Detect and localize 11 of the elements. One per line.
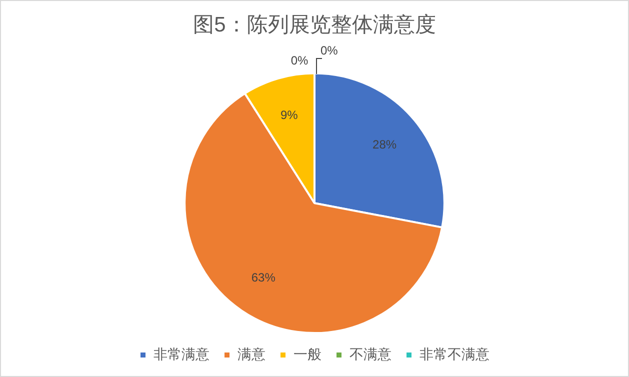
- text: 0%: [290, 54, 308, 68]
- text: 0%: [320, 44, 338, 58]
- legend-label: 满意: [238, 346, 266, 362]
- data-label: 9%: [280, 108, 298, 122]
- legend-label: 一般: [294, 346, 322, 362]
- chart-title: 图5：陈列展览整体满意度: [193, 13, 436, 36]
- data-label: 63%: [251, 270, 276, 285]
- data-label: 28%: [372, 137, 397, 152]
- legend-label: 不满意: [350, 346, 392, 362]
- legend-label: 非常不满意: [420, 346, 490, 362]
- legend-label: 非常满意: [154, 346, 210, 362]
